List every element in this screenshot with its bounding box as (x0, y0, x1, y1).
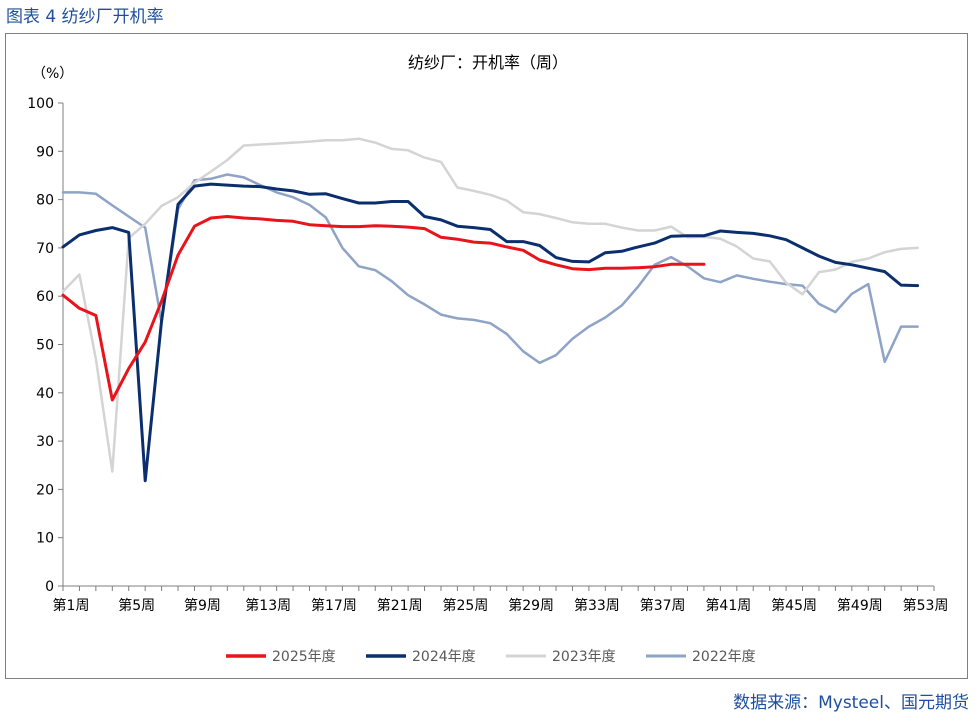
x-tick-label: 第29周 (508, 597, 554, 614)
x-tick-label: 第33周 (574, 597, 620, 614)
y-tick-label: 0 (45, 579, 54, 595)
legend: 2025年度 2024年度 2023年度 2022年度 (226, 649, 756, 665)
legend-label: 2022年度 (692, 649, 756, 665)
legend-label: 2025年度 (272, 649, 336, 665)
y-axis: 0 10 20 30 40 50 60 70 80 90 100 (27, 96, 64, 595)
x-tick-label: 第21周 (377, 597, 423, 614)
series-lines (61, 137, 920, 483)
y-tick-label: 30 (36, 434, 54, 450)
y-tick-label: 100 (27, 96, 54, 112)
y-tick-label: 50 (36, 338, 54, 354)
series-line-2022年度 (61, 173, 919, 365)
x-axis: 第1周 第5周 第9周 第13周 第17周 第21周 第25周 第29周 第33周 第37周 第41… (53, 585, 949, 614)
series-line-2025年度 (61, 215, 706, 402)
y-tick-label: 70 (36, 241, 54, 257)
y-tick-label: 40 (36, 386, 54, 402)
line-chart: 纺纱厂：开机率（周） （%） 0 10 20 30 40 50 60 70 80 90 100 第1… (27, 53, 949, 665)
y-axis-unit-label: （%） (32, 66, 73, 82)
x-tick-label: 第37周 (640, 597, 686, 614)
y-tick-label: 60 (36, 289, 54, 305)
figure-title: 图表 4 纺纱厂开机率 (6, 7, 164, 27)
y-tick-label: 90 (36, 144, 54, 160)
series-line-2024年度 (61, 182, 920, 483)
chart-frame: 纺纱厂：开机率（周） （%） 0 10 20 30 40 50 60 70 80 90 100 第1… (5, 33, 968, 679)
x-tick-label: 第9周 (184, 597, 221, 614)
y-tick-label: 80 (36, 193, 54, 209)
series-line-2023年度 (61, 137, 919, 473)
y-tick-label: 20 (36, 482, 54, 498)
chart-title: 纺纱厂：开机率（周） (408, 53, 568, 72)
x-tick-label: 第49周 (837, 597, 883, 614)
x-tick-label: 第17周 (311, 597, 357, 614)
x-tick-label: 第1周 (53, 597, 90, 614)
x-tick-label: 第25周 (443, 597, 489, 614)
legend-label: 2024年度 (412, 649, 476, 665)
x-tick-label: 第41周 (705, 597, 751, 614)
x-tick-label: 第13周 (245, 597, 291, 614)
x-tick-label: 第45周 (771, 597, 817, 614)
legend-label: 2023年度 (552, 649, 616, 665)
y-tick-label: 10 (36, 531, 54, 547)
x-tick-label: 第53周 (903, 597, 949, 614)
x-tick-label: 第5周 (118, 597, 155, 614)
data-source-note: 数据来源：Mysteel、国元期货 (733, 693, 969, 713)
